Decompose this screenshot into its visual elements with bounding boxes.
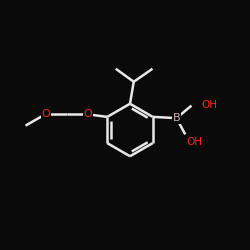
Text: O: O: [42, 110, 50, 120]
Text: O: O: [84, 110, 92, 120]
Text: B: B: [173, 113, 180, 123]
Text: OH: OH: [201, 100, 217, 110]
Text: OH: OH: [186, 138, 202, 147]
